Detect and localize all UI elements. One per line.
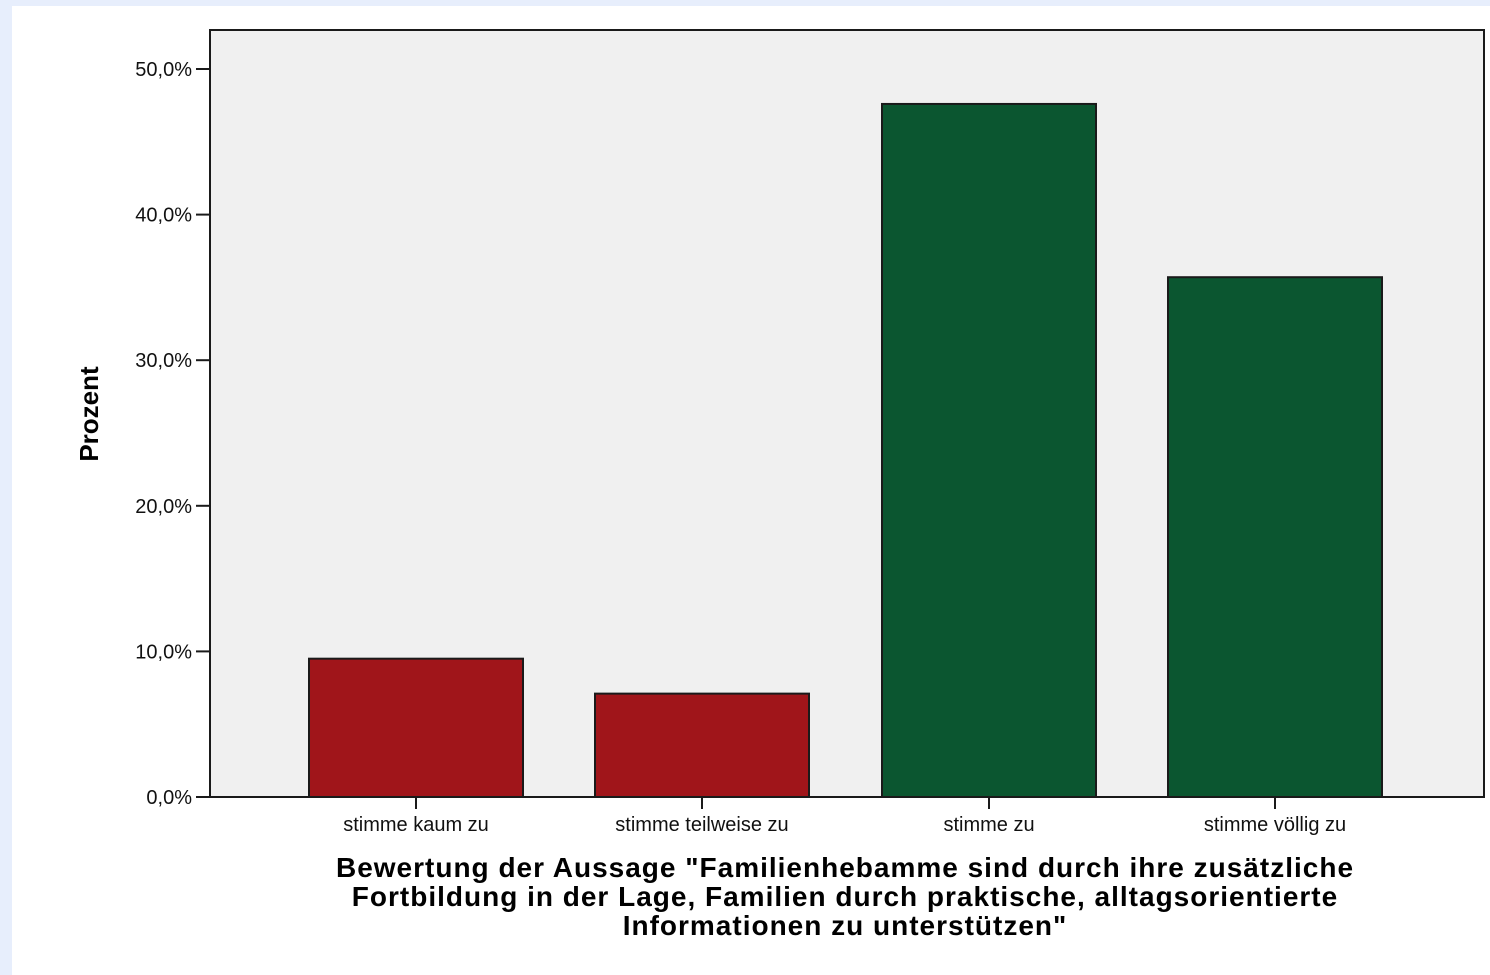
y-tick-label: 40,0%	[135, 205, 192, 227]
bar	[881, 102, 1097, 799]
y-tick-label: 0,0%	[146, 787, 192, 809]
y-tick-label: 30,0%	[135, 350, 192, 372]
x-axis-title: Bewertung der Aussage "Familienhebamme s…	[336, 852, 1354, 941]
y-tick-label: 10,0%	[135, 641, 192, 663]
y-tick-label: 50,0%	[135, 59, 192, 81]
x-tick-label: stimme kaum zu	[343, 814, 489, 836]
chart-canvas: 0,0% 10,0% 20,0% 30,0% 40,0% 50,0% stimme kau…	[12, 6, 1490, 975]
x-tick-label: stimme völlig zu	[1204, 814, 1346, 836]
x-axis-title-line-2: Fortbildung in der Lage, Familien durch …	[352, 881, 1338, 912]
bars-group	[308, 102, 1383, 799]
bar	[594, 692, 810, 799]
y-axis: 0,0% 10,0% 20,0% 30,0% 40,0% 50,0%	[135, 59, 210, 809]
y-tick-label: 20,0%	[135, 496, 192, 518]
x-axis: stimme kaum zu stimme teilweise zu stimme …	[343, 797, 1346, 836]
bar	[1167, 276, 1383, 798]
bar	[308, 657, 524, 798]
x-tick-label: stimme teilweise zu	[615, 814, 788, 836]
x-axis-title-line-3: Informationen zu unterstützen"	[623, 910, 1068, 941]
x-tick-label: stimme zu	[943, 814, 1034, 836]
bar-chart: 0,0% 10,0% 20,0% 30,0% 40,0% 50,0% stimme kau…	[74, 29, 1485, 941]
y-axis-title: Prozent	[74, 366, 104, 462]
x-axis-title-line-1: Bewertung der Aussage "Familienhebamme s…	[336, 852, 1354, 883]
